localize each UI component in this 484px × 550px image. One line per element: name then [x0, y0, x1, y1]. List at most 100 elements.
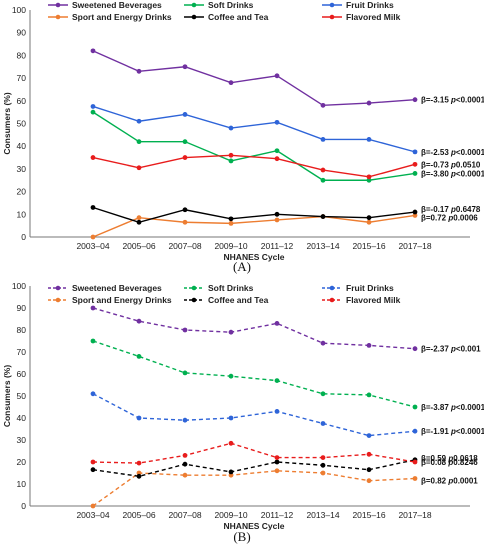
- series-line: [92, 459, 416, 478]
- data-point: [412, 213, 418, 218]
- data-point: [320, 391, 326, 397]
- y-tick-label: 70: [17, 73, 27, 83]
- data-point: [412, 171, 418, 176]
- y-tick-label: 0: [21, 232, 26, 242]
- data-point: [228, 125, 234, 131]
- x-axis-label: NHANES Cycle: [224, 521, 285, 531]
- data-point: [274, 459, 280, 465]
- panel-label: (A): [233, 259, 251, 274]
- series-line: [92, 442, 416, 464]
- y-tick-label: 30: [17, 164, 27, 174]
- x-tick-label: 2011–12: [261, 510, 294, 520]
- data-point: [182, 327, 188, 333]
- data-point: [90, 338, 96, 344]
- y-tick-label: 10: [17, 209, 27, 219]
- data-point: [182, 219, 188, 225]
- x-tick-label: 2017–18: [398, 241, 431, 251]
- data-point: [320, 136, 326, 142]
- data-point: [228, 440, 234, 446]
- data-point: [228, 373, 234, 379]
- y-axis-label: Consumers (%): [2, 365, 12, 428]
- legend-marker: [191, 2, 197, 8]
- beta-annotation: β=-3.87 p<0.0001: [421, 403, 484, 412]
- y-tick-label: 90: [17, 303, 27, 313]
- y-tick-label: 60: [17, 369, 27, 379]
- y-tick-label: 10: [17, 479, 27, 489]
- chart-panel-1: 0 10 20 30 40 50 60 70 80 90 100 2003–04 2005–06 2007…: [2, 0, 484, 274]
- beta-annotation: β=-3.80 p<0.0001: [421, 169, 484, 178]
- data-point: [136, 473, 142, 479]
- series-line: [92, 50, 416, 107]
- data-point: [90, 459, 96, 465]
- data-point: [366, 174, 372, 180]
- data-point: [412, 476, 418, 481]
- legend-marker: [329, 285, 335, 291]
- data-point: [182, 472, 188, 478]
- data-point: [90, 234, 96, 240]
- data-point: [274, 455, 280, 460]
- x-tick-label: 2011–12: [261, 241, 294, 251]
- y-tick-label: 20: [17, 457, 27, 467]
- data-point: [136, 68, 142, 74]
- data-point: [228, 220, 234, 226]
- data-point: [320, 470, 326, 476]
- data-point: [182, 64, 188, 70]
- data-point: [320, 455, 326, 460]
- legend-label: Coffee and Tea: [208, 12, 269, 22]
- data-point: [366, 215, 372, 221]
- y-tick-label: 80: [17, 50, 27, 60]
- data-point: [274, 148, 280, 154]
- data-point: [136, 470, 142, 476]
- data-point: [136, 139, 142, 145]
- legend-marker: [55, 285, 61, 291]
- data-point: [320, 167, 326, 173]
- data-point: [274, 321, 280, 326]
- data-point: [182, 139, 188, 145]
- data-point: [182, 417, 188, 423]
- chart-panel-2: 0 10 20 30 40 50 60 70 80 90 100 2003–04 2005–06 2007…: [2, 281, 484, 544]
- x-tick-label: 2015–16: [352, 241, 385, 251]
- data-point: [90, 467, 96, 473]
- data-point: [182, 112, 188, 117]
- legend-marker: [55, 2, 61, 8]
- data-point: [366, 136, 372, 142]
- data-point: [182, 453, 188, 458]
- data-point: [274, 119, 280, 125]
- y-axis-label: Consumers (%): [2, 92, 12, 155]
- data-point: [366, 478, 372, 484]
- x-tick-label: 2005–06: [122, 241, 155, 251]
- data-point: [228, 216, 234, 222]
- data-point: [412, 459, 418, 465]
- data-point: [274, 73, 280, 79]
- data-point: [320, 421, 326, 426]
- data-point: [228, 152, 234, 158]
- legend-marker: [329, 14, 335, 20]
- data-point: [366, 467, 372, 473]
- data-point: [228, 469, 234, 475]
- legend-marker: [329, 2, 335, 8]
- data-point: [136, 354, 142, 359]
- data-point: [90, 109, 96, 115]
- data-point: [320, 340, 326, 346]
- legend-label: Flavored Milk: [346, 295, 401, 305]
- y-tick-label: 0: [21, 501, 26, 511]
- data-point: [90, 205, 96, 210]
- legend-label: Coffee and Tea: [208, 295, 269, 305]
- x-tick-label: 2017–18: [398, 510, 431, 520]
- data-point: [366, 219, 372, 225]
- data-point: [412, 209, 418, 215]
- data-point: [366, 451, 372, 457]
- beta-annotation: β=0.08 p0.8246: [421, 458, 478, 467]
- legend-marker: [55, 14, 61, 20]
- legend-label: Soft Drinks: [208, 0, 254, 10]
- series-line: [92, 105, 416, 153]
- data-point: [90, 155, 96, 160]
- data-point: [274, 156, 280, 162]
- data-point: [228, 415, 234, 421]
- data-point: [136, 415, 142, 421]
- y-tick-label: 90: [17, 28, 27, 38]
- data-point: [228, 472, 234, 478]
- data-point: [366, 433, 372, 438]
- x-axis-label: NHANES Cycle: [224, 252, 285, 262]
- data-point: [274, 378, 280, 383]
